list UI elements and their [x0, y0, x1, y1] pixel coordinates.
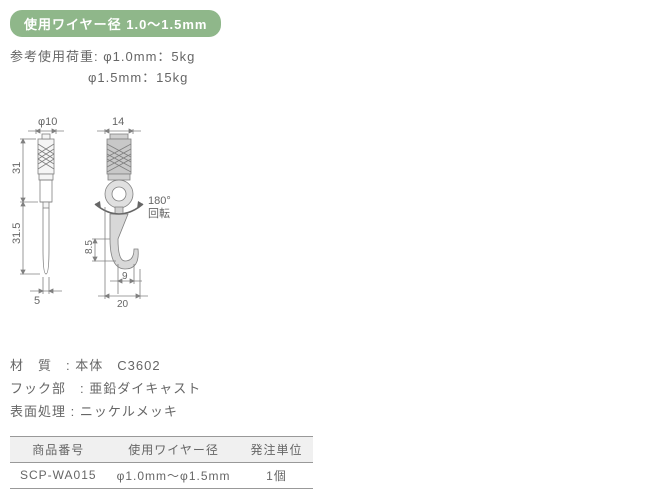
table-header-row: 商品番号 使用ワイヤー径 発注単位 [10, 436, 313, 462]
dim-31-5: 31.5 [11, 222, 23, 243]
col-order-unit: 発注単位 [241, 436, 313, 462]
load-line1: φ1.0mm：5kg [103, 49, 195, 64]
col-product-no: 商品番号 [10, 436, 107, 462]
technical-drawing: φ10 31 31.5 [10, 99, 210, 339]
dim-20: 20 [117, 299, 129, 310]
cell-wire-dia: φ1.0mm〜φ1.5mm [107, 462, 241, 488]
hook-label: フック部 : [10, 377, 85, 400]
material-value: 本体 C3602 [75, 358, 160, 373]
cell-product-no: SCP-WA015 [10, 462, 107, 488]
surface-label: 表面処理 : [10, 400, 75, 423]
specifications: 材 質 : 本体 C3602 フック部 : 亜鉛ダイキャスト 表面処理 : ニッ… [10, 354, 635, 424]
cell-order-unit: 1個 [241, 462, 313, 488]
reference-load: 参考使用荷重: φ1.0mm：5kg φ1.5mm：15kg [10, 47, 635, 89]
col-wire-dia: 使用ワイヤー径 [107, 436, 241, 462]
dim-9: 9 [122, 271, 128, 282]
dim-5: 5 [34, 295, 40, 307]
dim-8-5: 8.5 [84, 239, 95, 253]
load-line2: φ1.5mm：15kg [88, 70, 188, 85]
dim-phi10: φ10 [38, 116, 57, 128]
material-label: 材 質 : [10, 354, 71, 377]
dim-14: 14 [112, 116, 124, 128]
surface-value: ニッケルメッキ [80, 404, 178, 419]
load-label: 参考使用荷重: [10, 49, 99, 64]
table-row: SCP-WA015 φ1.0mm〜φ1.5mm 1個 [10, 462, 313, 488]
wire-diameter-tag: 使用ワイヤー径 1.0〜1.5mm [10, 10, 221, 37]
rotation-deg: 180° [148, 195, 171, 207]
hook-value: 亜鉛ダイキャスト [89, 381, 201, 396]
dim-31: 31 [11, 161, 23, 173]
rotation-label: 回転 [148, 207, 170, 220]
product-table: 商品番号 使用ワイヤー径 発注単位 SCP-WA015 φ1.0mm〜φ1.5m… [10, 436, 313, 489]
